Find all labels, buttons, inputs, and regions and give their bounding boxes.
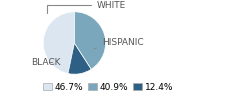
Legend: 46.7%, 40.9%, 12.4%: 46.7%, 40.9%, 12.4% [39,79,177,95]
Wedge shape [74,12,106,69]
Wedge shape [43,12,74,74]
Wedge shape [68,43,91,74]
Text: WHITE: WHITE [47,1,126,13]
Text: BLACK: BLACK [31,58,61,67]
Text: HISPANIC: HISPANIC [94,38,143,49]
